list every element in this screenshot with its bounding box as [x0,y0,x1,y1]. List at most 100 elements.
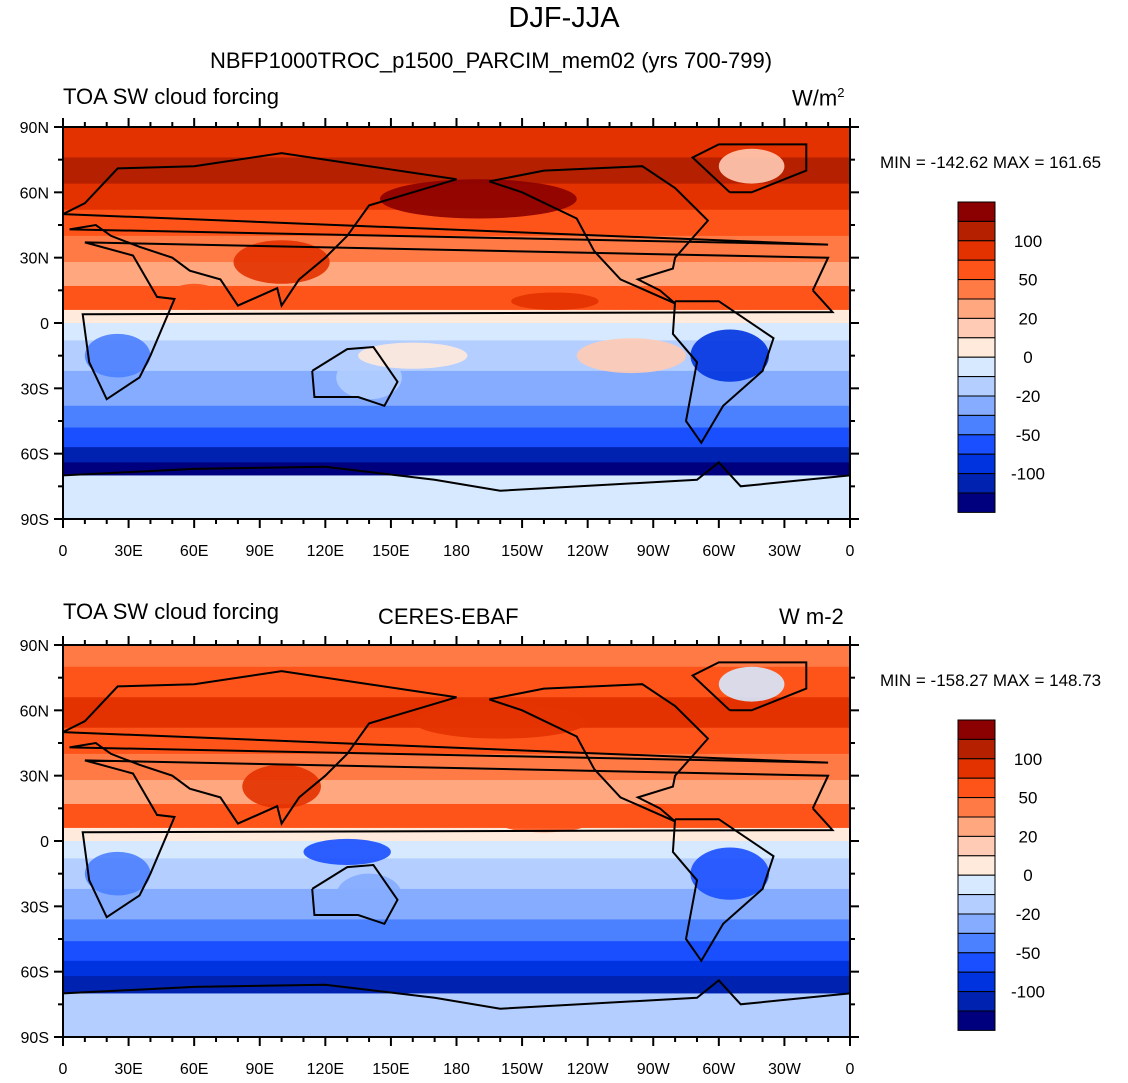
field-anomaly [576,338,687,374]
coastline [63,461,850,492]
lon-label: 150E [372,543,409,560]
lat-label: 30S [21,899,49,916]
lon-label: 150W [501,1061,544,1078]
lon-label: 150W [501,543,544,560]
coastline [63,152,829,309]
lon-label: 30E [114,1061,142,1078]
colorbar-box [957,279,996,300]
field-anomaly [167,283,221,310]
colorbar-box [957,298,996,319]
field-anomaly [690,847,770,900]
field-band [63,780,850,805]
lat-label: 60S [21,447,49,464]
colorbar-label: -20 [1016,905,1041,924]
lat-label: 0 [40,316,49,333]
colorbar-box [957,835,996,857]
colorbar-box [957,337,996,358]
panel2-min-max: MIN = -158.27 MAX = 148.73 [880,671,1102,690]
colorbar-box [957,913,996,934]
colorbar-box [957,758,996,779]
lat-label: 60S [21,965,49,982]
colorbar-box [957,317,996,339]
field-anomaly [84,333,151,378]
lon-label: 30W [768,1061,802,1078]
colorbar-label: -50 [1016,426,1041,445]
coastline [690,661,808,712]
field-anomaly [718,148,785,184]
field-band [63,919,850,942]
panel1-units: W/m2 [792,85,844,111]
lon-label: 0 [846,1061,855,1078]
colorbar-box [957,991,996,1012]
colorbar-box [957,414,996,436]
lon-label: 180 [443,1061,470,1078]
colorbar-box [957,201,996,222]
field-band [63,427,850,448]
coastline [488,683,710,823]
field-band [63,462,850,476]
colorbar-label: -50 [1016,944,1041,963]
field-band [63,645,850,668]
field-band [63,405,850,429]
colorbar-box [957,1010,996,1031]
colorbar-label: 100 [1014,750,1042,769]
field-anomaly [511,292,599,310]
field-band [63,323,850,341]
field-band [63,960,850,977]
colorbar-box [957,434,996,455]
lat-label: 0 [40,834,49,851]
lon-label: 0 [846,543,855,560]
lon-label: 90W [637,1061,671,1078]
colorbar-label: 0 [1023,866,1032,885]
lon-label: 120E [307,1061,344,1078]
field-band [63,666,850,698]
colorbar-box [957,932,996,954]
lat-label: 90N [20,120,49,137]
colorbar-box [957,777,996,799]
colorbar-label: -20 [1016,387,1041,406]
field-band [63,803,850,829]
lon-label: 90E [246,543,274,560]
colorbar-box [957,473,996,494]
coastline [690,143,808,194]
colorbar-label: 50 [1019,271,1038,290]
lon-label: 120W [567,543,610,560]
colorbar-box [957,259,996,281]
lat-label: 60N [20,185,49,202]
colorbar-label: 20 [1019,309,1038,328]
field-band [63,941,850,962]
field-anomaly [379,179,577,219]
lon-label: 30W [768,543,802,560]
coastline [488,165,710,305]
colorbar-box [957,894,996,915]
field-layer [63,645,850,1037]
lon-label: 60W [702,543,736,560]
colorbar-box [957,797,996,818]
lon-label: 120E [307,543,344,560]
lon-label: 90W [637,543,671,560]
colorbar-box [957,719,996,740]
coastline [81,241,835,401]
field-anomaly [718,666,785,702]
colorbar-box [957,492,996,513]
field-anomaly [303,838,391,865]
colorbar-box [957,240,996,261]
coastline [311,345,399,408]
coastline [671,300,775,445]
colorbar-box [957,952,996,973]
panel1-units-text: W/m [792,85,838,111]
lon-label: 90E [246,1061,274,1078]
field-band [63,993,850,1037]
field-anomaly [242,764,321,809]
colorbar-box [957,971,996,993]
field-band [63,262,850,287]
field-anomaly [773,285,840,308]
field-anomaly [412,703,588,739]
colorbar-box [957,220,996,242]
field-band [63,976,850,994]
colorbar-box [957,453,996,475]
colorbar-box [957,816,996,837]
coastline [671,818,775,963]
lat-label: 30N [20,769,49,786]
